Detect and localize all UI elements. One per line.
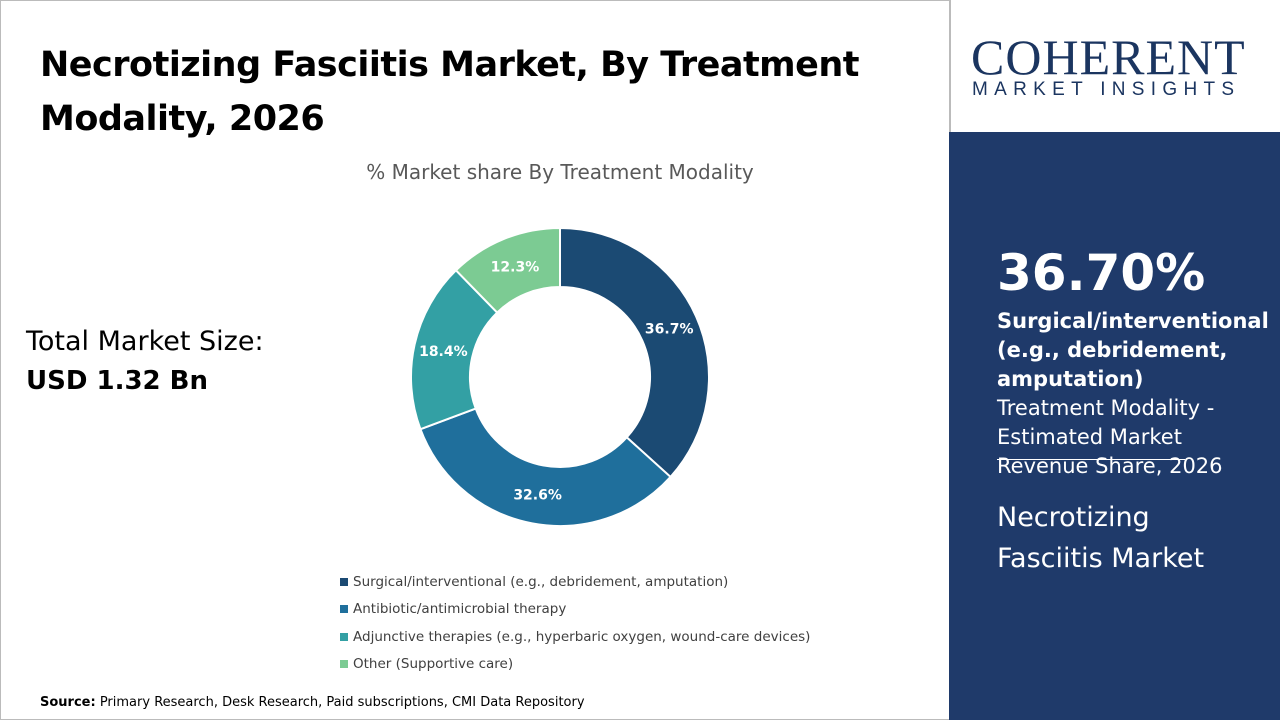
- legend-label: Antibiotic/antimicrobial therapy: [353, 601, 567, 618]
- source-note: Source: Primary Research, Desk Research,…: [40, 695, 585, 710]
- legend-item: Surgical/interventional (e.g., debrideme…: [340, 568, 810, 596]
- highlight-value: 36.70%: [997, 244, 1206, 302]
- data-label: 12.3%: [491, 259, 540, 275]
- legend-swatch: [340, 660, 348, 669]
- total-market-label: Total Market Size:: [26, 326, 264, 357]
- donut-slice: [559, 226, 710, 479]
- donut-slice: [454, 226, 561, 314]
- highlight-description: Surgical/interventional (e.g., debrideme…: [997, 307, 1269, 481]
- total-market-value: USD 1.32 Bn: [26, 366, 208, 396]
- logo-line2: MARKET INSIGHTS: [972, 79, 1241, 100]
- source-label: Source:: [40, 695, 96, 710]
- logo-line1: COHERENT: [971, 29, 1246, 85]
- highlight-text: Treatment Modality - Estimated Market Re…: [997, 395, 1223, 478]
- market-name: Necrotizing Fasciitis Market: [997, 502, 1205, 574]
- legend-label: Surgical/interventional (e.g., debrideme…: [353, 573, 729, 590]
- legend-item: Antibiotic/antimicrobial therapy: [340, 596, 810, 624]
- data-label: 36.7%: [645, 322, 694, 338]
- company-logo: COHERENT MARKET INSIGHTS: [949, 0, 1280, 132]
- donut-chart: 36.7% 32.6% 18.4% 12.3%: [410, 226, 710, 527]
- data-label: 32.6%: [513, 487, 562, 503]
- page-title: Necrotizing Fasciitis Market, By Treatme…: [40, 45, 860, 140]
- donut-slice: [419, 407, 672, 527]
- data-label: 18.4%: [419, 344, 468, 360]
- legend-label: Adjunctive therapies (e.g., hyperbaric o…: [353, 628, 811, 645]
- legend-swatch: [340, 632, 348, 641]
- divider: [997, 459, 1185, 460]
- legend-label: Other (Supportive care): [353, 656, 514, 673]
- legend-swatch: [340, 577, 348, 586]
- legend-swatch: [340, 605, 348, 614]
- chart-legend: Surgical/interventional (e.g., debrideme…: [340, 568, 810, 678]
- legend-item: Adjunctive therapies (e.g., hyperbaric o…: [340, 623, 810, 651]
- highlight-segment: Surgical/interventional (e.g., debrideme…: [997, 309, 1269, 391]
- chart-title: % Market share By Treatment Modality: [366, 160, 754, 184]
- source-text: Primary Research, Desk Research, Paid su…: [95, 695, 585, 710]
- legend-item: Other (Supportive care): [340, 651, 810, 679]
